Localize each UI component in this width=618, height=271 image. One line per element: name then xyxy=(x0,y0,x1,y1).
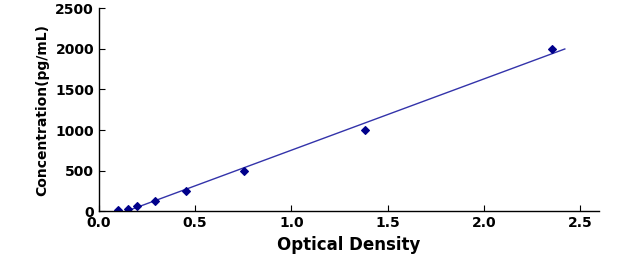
Y-axis label: Concentration(pg/mL): Concentration(pg/mL) xyxy=(36,24,49,196)
X-axis label: Optical Density: Optical Density xyxy=(277,236,421,254)
